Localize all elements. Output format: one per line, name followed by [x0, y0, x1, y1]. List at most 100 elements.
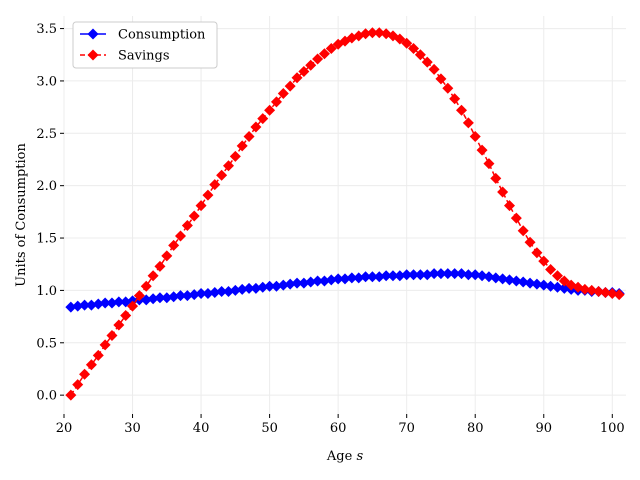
consumption-point: [270, 280, 282, 292]
savings-point: [579, 283, 591, 295]
consumption-point: [346, 272, 358, 284]
consumption-point: [414, 269, 426, 281]
y-tick-label: 1.5: [36, 232, 57, 247]
consumption-point: [373, 271, 385, 283]
consumption-point: [545, 280, 557, 292]
y-tick-label: 2.0: [36, 179, 57, 194]
consumption-point: [517, 276, 529, 288]
savings-point: [99, 339, 111, 351]
x-tick-label: 40: [193, 421, 210, 436]
savings-point: [188, 210, 200, 222]
consumption-point: [421, 269, 433, 281]
consumption-point: [394, 270, 406, 282]
consumption-point: [229, 284, 241, 296]
savings-point: [284, 80, 296, 92]
savings-point: [318, 48, 330, 60]
savings-point: [229, 150, 241, 162]
y-tick-label: 2.5: [36, 127, 57, 142]
consumption-point: [79, 299, 91, 311]
savings-point: [538, 255, 550, 267]
consumption-point: [264, 280, 276, 292]
y-tick-label: 3.0: [36, 74, 57, 89]
consumption-point: [305, 276, 317, 288]
consumption-point: [85, 299, 97, 311]
consumption-point: [202, 288, 214, 300]
consumption-point: [353, 272, 365, 284]
consumption-point: [72, 300, 84, 312]
consumption-point: [106, 297, 118, 309]
savings-point: [257, 113, 269, 125]
savings-point: [65, 389, 77, 401]
savings-point: [531, 247, 543, 259]
savings-point: [414, 49, 426, 61]
savings-point: [154, 260, 166, 272]
savings-point: [606, 288, 618, 300]
consumption-point: [339, 273, 351, 285]
consumption-point: [99, 297, 111, 309]
savings-point: [92, 349, 104, 361]
savings-point: [435, 73, 447, 85]
savings-point: [216, 169, 228, 181]
y-tick-label: 0.5: [36, 336, 57, 351]
consumption-point: [113, 296, 125, 308]
consumption-point: [435, 268, 447, 280]
savings-point: [127, 300, 139, 312]
consumption-point: [524, 277, 536, 289]
savings-point: [510, 212, 522, 224]
legend-frame: [72, 21, 218, 69]
consumption-point: [510, 275, 522, 287]
savings-point: [277, 88, 289, 100]
savings-point: [586, 284, 598, 296]
consumption-point: [531, 278, 543, 290]
savings-point: [551, 270, 563, 282]
consumption-point: [469, 269, 481, 281]
savings-point: [442, 82, 454, 94]
savings-point: [305, 59, 317, 71]
consumption-point: [195, 288, 207, 300]
consumption-point: [175, 290, 187, 302]
x-tick-label: 20: [56, 421, 73, 436]
savings-point: [462, 117, 474, 129]
grid: [63, 16, 626, 414]
consumption-point: [154, 292, 166, 304]
savings-point: [456, 104, 468, 116]
savings-point: [243, 130, 255, 142]
savings-point: [236, 140, 248, 152]
consumption-point: [140, 294, 152, 306]
savings-point: [85, 359, 97, 371]
savings-point: [490, 172, 502, 184]
savings-point: [524, 236, 536, 248]
savings-point: [366, 27, 378, 39]
consumption-point: [503, 274, 515, 286]
consumption-point: [332, 273, 344, 285]
savings-point: [449, 93, 461, 105]
consumption-point: [497, 273, 509, 285]
savings-point: [312, 53, 324, 65]
consumption-point: [250, 282, 262, 294]
savings-point: [517, 225, 529, 237]
legend-label-consumption: Consumption: [118, 28, 206, 43]
legend-label-savings: Savings: [118, 49, 170, 64]
savings-point: [161, 250, 173, 262]
consumption-point: [462, 269, 474, 281]
consumption-point: [216, 285, 228, 297]
consumption-point: [65, 301, 77, 313]
savings-point: [209, 179, 221, 191]
savings-point: [558, 275, 570, 287]
savings-point: [147, 270, 159, 282]
savings-point: [181, 219, 193, 231]
consumption-point: [92, 298, 104, 310]
savings-point: [421, 56, 433, 68]
savings-point: [613, 289, 625, 301]
consumption-point: [551, 281, 563, 293]
consumption-point: [147, 293, 159, 305]
savings-point: [408, 42, 420, 54]
x-tick-label: 70: [398, 421, 415, 436]
consumption-point: [318, 275, 330, 287]
consumption-point: [408, 269, 420, 281]
savings-point: [469, 130, 481, 142]
consumption-point: [243, 282, 255, 294]
x-tick-label: 50: [261, 421, 278, 436]
consumption-point: [538, 279, 550, 291]
savings-point: [497, 186, 509, 198]
